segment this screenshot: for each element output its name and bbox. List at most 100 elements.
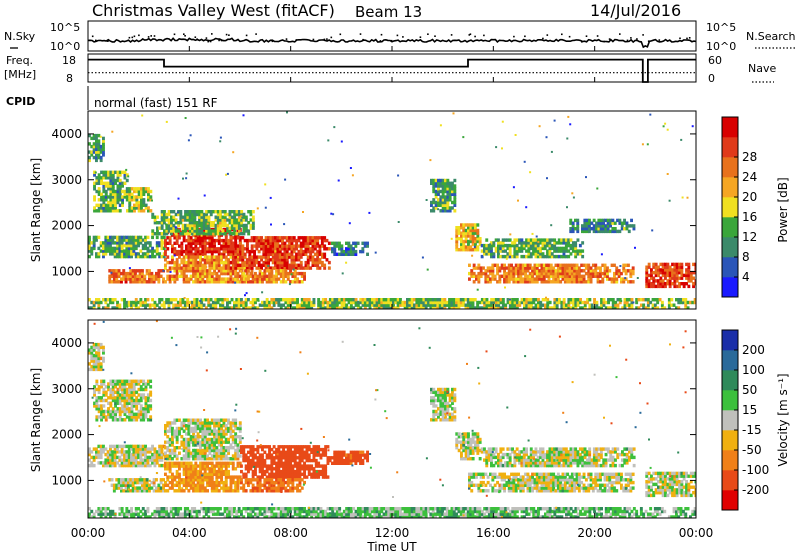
range-cell — [240, 277, 243, 281]
range-cell — [111, 192, 115, 196]
range-cell — [132, 401, 136, 405]
range-cell — [155, 277, 158, 281]
range-cell — [163, 229, 166, 233]
range-cell — [97, 203, 101, 207]
range-cell — [310, 306, 314, 309]
range-cell — [508, 306, 512, 309]
range-cell — [317, 300, 321, 305]
range-cell — [304, 238, 308, 243]
range-cell — [560, 306, 564, 309]
range-cell — [168, 443, 172, 447]
range-cell — [217, 280, 221, 284]
range-cell — [147, 206, 150, 210]
range-cell — [170, 215, 173, 219]
range-cell — [239, 263, 242, 267]
range-cell — [227, 249, 230, 254]
range-cell — [116, 303, 119, 307]
range-cell — [109, 390, 113, 394]
range-cell — [506, 243, 510, 248]
range-cell — [272, 277, 276, 281]
range-cell — [614, 303, 618, 307]
range-cell — [694, 271, 696, 275]
range-cell — [491, 266, 495, 270]
range-cell — [602, 298, 606, 302]
range-cell — [471, 226, 475, 230]
range-cell — [227, 437, 230, 442]
range-cell — [166, 274, 170, 278]
range-cell — [229, 244, 233, 248]
range-cell — [102, 444, 105, 449]
range-cell — [511, 300, 515, 305]
range-cell — [135, 195, 139, 199]
range-cell — [109, 447, 112, 451]
range-cell — [104, 418, 108, 422]
range-cell — [109, 192, 113, 196]
range-cell — [114, 200, 117, 205]
range-cell — [296, 277, 299, 281]
range-cell — [121, 195, 124, 199]
range-cell — [666, 262, 670, 267]
scatter-cell — [374, 251, 377, 254]
range-cell — [164, 429, 167, 433]
range-cell — [415, 298, 419, 302]
range-cell — [291, 298, 295, 302]
range-cell — [157, 269, 161, 273]
range-cell — [208, 432, 212, 436]
range-cell — [164, 451, 167, 455]
range-cell — [326, 306, 330, 309]
range-cell — [684, 306, 688, 309]
range-cell — [340, 298, 344, 302]
range-cell — [318, 247, 322, 251]
range-cell — [171, 457, 174, 461]
velocity-cells — [88, 320, 696, 518]
range-cell — [239, 244, 242, 248]
range-cell — [685, 271, 688, 275]
range-cell — [243, 255, 247, 259]
range-cell — [102, 241, 105, 245]
range-cell — [179, 232, 183, 236]
range-cell — [508, 246, 512, 251]
range-cell — [327, 241, 331, 245]
range-cell — [309, 236, 313, 240]
range-cell — [567, 303, 571, 307]
range-cell — [296, 303, 299, 307]
range-cell — [474, 248, 477, 252]
range-cell — [220, 429, 223, 433]
range-cell — [97, 364, 101, 369]
range-cell — [657, 271, 660, 275]
range-cell — [506, 246, 510, 251]
range-cell — [196, 448, 200, 453]
range-cell — [659, 276, 663, 280]
range-cell — [122, 483, 126, 487]
range-cell — [102, 379, 106, 383]
range-cell — [597, 229, 601, 234]
range-cell — [267, 260, 270, 265]
range-cell — [307, 298, 311, 302]
range-cell — [597, 221, 601, 225]
range-cell — [541, 303, 545, 307]
range-cell — [307, 306, 311, 309]
range-cell — [335, 303, 339, 307]
range-cell — [187, 247, 191, 251]
range-cell — [307, 300, 311, 305]
range-cell — [335, 300, 339, 305]
range-cell — [577, 266, 581, 270]
range-cell — [215, 446, 219, 450]
range-cell — [199, 244, 202, 248]
range-cell — [349, 249, 353, 254]
range-cell — [100, 178, 103, 183]
range-cell — [144, 300, 147, 305]
range-cell — [574, 218, 577, 223]
range-cell — [606, 224, 610, 228]
range-cell — [138, 277, 142, 281]
range-cell — [501, 303, 505, 307]
range-cell — [475, 266, 478, 270]
range-cell — [534, 238, 538, 242]
range-cell — [595, 300, 599, 305]
range-cell — [142, 409, 146, 414]
range-cell — [97, 147, 101, 152]
range-cell — [185, 424, 188, 428]
range-cell — [468, 271, 471, 276]
range-cell — [347, 241, 351, 245]
nsearch-dot — [581, 41, 583, 43]
